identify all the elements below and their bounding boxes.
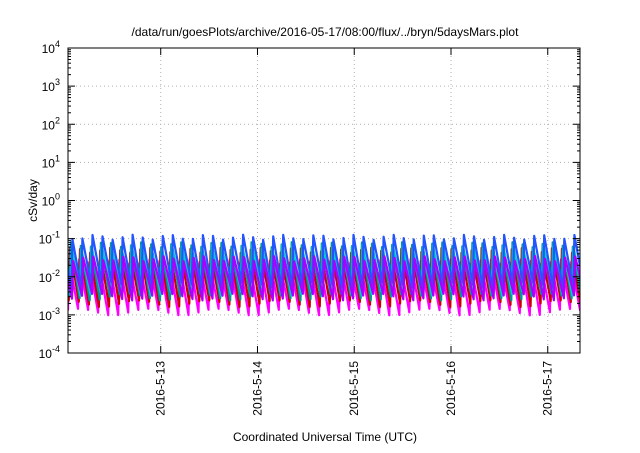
- y-axis-label: cSv/day: [26, 179, 40, 222]
- y-tick-label: 102: [42, 115, 60, 132]
- x-tick-label: 2016-5-14: [250, 361, 264, 416]
- plot-frame: [67, 47, 581, 354]
- x-tick-label: 2016-5-16: [444, 361, 458, 416]
- plot-border: [67, 47, 581, 354]
- y-tick-label: 10-1: [39, 230, 60, 247]
- plot-series: [68, 233, 580, 317]
- y-tick-label: 100: [42, 192, 60, 209]
- y-tick-label: 10-2: [39, 268, 60, 285]
- series-line: [68, 233, 580, 290]
- y-tick-label: 103: [42, 77, 60, 94]
- grid-lines: [68, 48, 580, 353]
- y-tick-label: 101: [42, 153, 60, 170]
- x-tick-label: 2016-5-13: [154, 361, 168, 416]
- y-tick-labels: 10-4 10-3 10-2 10-1 100 101 102 103 104: [39, 39, 60, 361]
- x-tick-label: 2016-5-15: [347, 361, 361, 416]
- chart-title: /data/run/goesPlots/archive/2016-05-17/0…: [132, 25, 520, 39]
- y-tick-label: 104: [42, 39, 60, 56]
- x-axis-label: Coordinated Universal Time (UTC): [233, 430, 417, 444]
- x-tick-labels: 2016-5-13 2016-5-14 2016-5-15 2016-5-16 2016…: [154, 361, 555, 416]
- y-tick-label: 10-3: [39, 306, 60, 323]
- series-line: [68, 255, 580, 302]
- x-tick-label: 2016-5-17: [541, 361, 555, 416]
- y-tick-label: 10-4: [39, 344, 60, 361]
